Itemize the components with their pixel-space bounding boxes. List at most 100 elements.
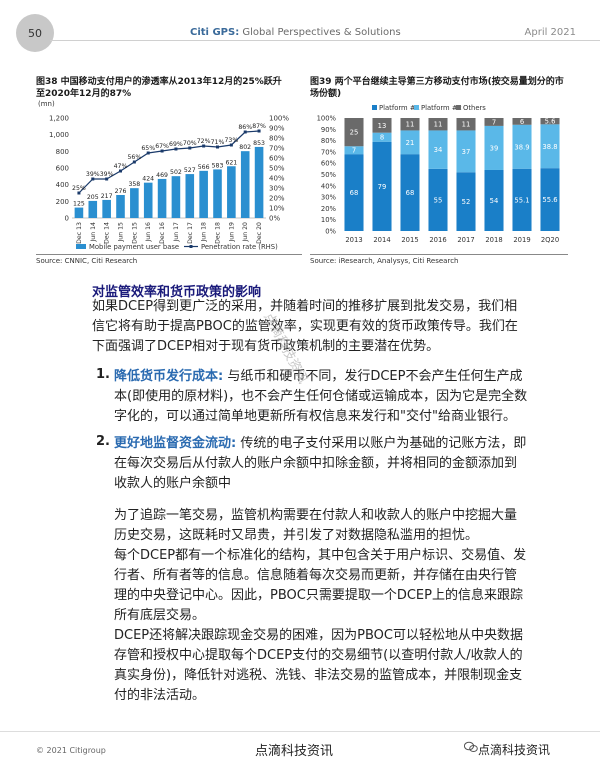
y2-tick-label: 100% [269,115,289,123]
line-point [188,146,192,150]
item1-line: 本(即使用的原材料)，也不会产生任何仓储或运输成本，因为它是完全数 [114,389,528,404]
y-tick-label: 50% [321,171,337,179]
x-tick-label: 2018 [485,236,502,244]
bar [88,200,98,218]
bar-value-label: 205 [87,194,99,201]
legend-label: Platform #1 [379,104,420,112]
x-tick-label: Jun 18 [201,222,208,243]
y-tick-label: 1,000 [49,131,69,139]
x-tick-label: Dec 20 [256,222,263,244]
line-value-label: 39% [100,171,114,178]
x-tick-label: Dec 14 [104,222,111,244]
bar-value-label: 583 [212,162,224,169]
segment-value-label: 38.9 [514,143,529,151]
paragraph-line: 行者、所有者等的信息。信息随着每次交易而更新，并存储在由央行管 [114,568,518,583]
line-point [257,129,261,133]
segment-value-label: 34 [434,146,443,154]
line-point [202,144,206,148]
line-point [77,191,81,195]
report-brand: Citi GPS: [190,27,240,38]
y2-tick-label: 20% [269,195,285,203]
paragraph-structure: 每个DCEP都有一个标准化的结构，其中包含关于用户标识、交易值、发 行者、所有者… [114,546,564,626]
stacked-bar-segment [512,124,532,169]
paragraph-line: 历史交易，这既耗时又昂贵，并引发了对数据隐私滥用的担忧。 [114,528,479,543]
y-tick-label: 10% [321,216,337,224]
figure39-title: 图39 两个平台继续主导第三方移动支付市场(按交易量划分的市场份额) [310,77,564,99]
line-value-label: 87% [252,123,266,130]
segment-value-label: 5.6 [545,118,556,126]
segment-value-label: 55.1 [514,196,529,204]
x-tick-label: Jun 14 [90,222,97,243]
y-tick-label: 90% [321,126,337,134]
bar [213,169,222,218]
x-tick-label: 2016 [429,236,446,244]
stacked-bar-segment [428,130,448,169]
y-tick-label: 80% [321,137,337,145]
legend-line-label: Penetration rate (RHS) [201,243,278,251]
bar-value-label: 802 [239,144,251,151]
bar [157,178,167,218]
x-tick-label: Dec 17 [187,222,194,244]
segment-value-label: 38.8 [542,143,557,151]
segment-value-label: 11 [434,121,443,129]
stacked-bar-segment [344,154,364,231]
x-tick-label: Jun 17 [173,222,180,243]
legend-swatch [414,105,419,110]
stacked-bar-segment [344,118,364,147]
line-value-label: 47% [114,163,128,170]
stacked-bar-segment [428,168,448,231]
item2-text: 传统的电子支付采用以账户为基础的记账方法，即 [236,436,527,451]
segment-value-label: 7 [352,147,356,155]
segment-value-label: 68 [406,189,415,197]
legend-label: Others [463,104,486,112]
x-tick-label: 2015 [401,236,418,244]
intro-paragraph: 如果DCEP得到更广泛的采用，并随着时间的推移扩展到批发交易，我们相 信它将有助… [92,297,560,357]
figure39-chart: Platform #1 Platform #2 Others 0% 10% 20% 30% 4… [317,104,560,244]
segment-value-label: 68 [350,189,359,197]
stacked-bar-segment [400,154,420,231]
line-point [216,145,219,149]
y2-tick-label: 40% [269,175,285,183]
legend-bar-swatch [76,244,86,249]
line-value-label: 65% [141,145,155,152]
x-tick-label: 2014 [373,236,390,244]
bar-value-label: 853 [253,140,265,147]
y2-tick-label: 0% [269,215,280,223]
segment-value-label: 37 [462,148,471,156]
y-tick-label: 0% [325,228,336,236]
x-tick-label: Jun 19 [228,222,235,243]
y-tick-label: 60% [321,160,337,168]
stacked-bar-segment [512,118,532,125]
item2-line: 收款人的账户余额中 [114,476,232,491]
legend-bar-label: Mobile payment user base [89,243,179,251]
item1-paragraph: 降低货币发行成本: 与纸币和硬币不同，发行DCEP不会产生任何生产成 本(即使用… [114,367,564,427]
segment-value-label: 54 [490,197,499,205]
bar [199,170,208,218]
bar [185,174,195,218]
stacked-bar-segment [456,172,476,231]
paragraph-line: 为了追踪一笔交易，监管机构需要在付款人和收款人的账户中挖掘大量 [114,508,518,523]
item1-label: 降低货币发行成本: [114,369,224,384]
header-divider [50,40,600,41]
line-point [146,151,150,155]
paragraph-line: 每个DCEP都有一个标准化的结构，其中包含关于用户标识、交易值、发 [114,548,527,563]
y2-tick-label: 80% [269,135,285,143]
line-value-label: 73% [224,137,238,144]
y-axis-unit: (mn) [38,100,55,108]
stacked-bar-segment [400,130,420,155]
figure38-source: Source: CNNIC, Citi Research [36,257,138,265]
item2-paragraph: 更好地监督资金流动: 传统的电子支付采用以账户为基础的记账方法，即 在每次交易后… [114,434,564,494]
bar [254,146,264,218]
penetration-line [78,130,260,194]
segment-value-label: 8 [380,134,384,142]
stacked-bar-segment [484,118,504,126]
segment-value-label: 7 [492,118,496,126]
bar [102,199,111,218]
stacked-bar-segment [372,132,392,142]
line-point [160,149,164,153]
report-title: Citi GPS: Global Perspectives & Solution… [190,27,401,38]
y-tick-label: 600 [56,165,69,173]
y-tick-label: 800 [56,148,69,156]
bar-value-label: 527 [184,167,196,174]
stacked-bar-segment [540,168,560,231]
